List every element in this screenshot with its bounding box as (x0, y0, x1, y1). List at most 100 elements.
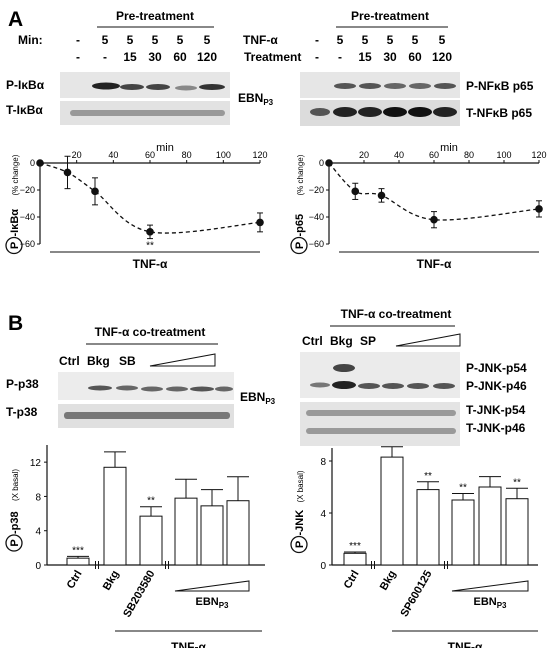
lane-value: 5 (177, 33, 184, 47)
significance-mark: *** (349, 541, 361, 552)
group-label-sub: P3 (219, 601, 229, 610)
y-axis-label: P -IκBα (% change) (5, 154, 23, 255)
bar (478, 486, 502, 566)
bar (226, 500, 250, 566)
x-axis-label: TNF-α (133, 257, 168, 271)
category-label: Bkg (101, 569, 122, 593)
treatment-value: 60 (173, 50, 187, 64)
bar (66, 557, 90, 566)
data-point (91, 187, 99, 196)
category-label: SP600125 (399, 569, 435, 620)
a-right-bands (310, 83, 457, 117)
b-right-blot-t (300, 402, 460, 446)
x-tick-label: 120 (531, 150, 546, 160)
treatment-value: - (76, 50, 80, 64)
y-tick-label: −20 (20, 185, 35, 195)
lane-value: 5 (337, 33, 344, 47)
a-left-chart: 20 40 60 80 100 120 0 −20 −40 −60 min ** P -IκBα (% ch… (5, 142, 268, 271)
phospho-letter: P (9, 539, 21, 546)
bar (343, 552, 367, 566)
fit-curve (328, 162, 540, 221)
a-left-min-label: Min: (18, 33, 43, 47)
significance-mark: ** (424, 471, 432, 482)
b-right-blot-p (300, 352, 460, 398)
x-unit-label: min (156, 142, 174, 154)
significance-mark: ** (146, 241, 154, 252)
y-tick-label: −40 (20, 212, 35, 222)
y-axis-label: P -p65 (% change) (290, 154, 308, 255)
category-label: Ctrl (65, 569, 85, 591)
bar (416, 489, 440, 566)
data-point (256, 218, 264, 227)
category-label: SB203580 (121, 569, 157, 620)
category-label: Bkg (378, 569, 399, 593)
dose-wedge (174, 580, 250, 592)
phospho-circle (290, 236, 308, 255)
phospho-letter: P (9, 242, 21, 249)
x-tick-label: 80 (182, 150, 192, 160)
treatment-value: 60 (408, 50, 422, 64)
y-axis-label: P -p38 (X basal) (5, 469, 23, 552)
y-tick-label: −40 (309, 212, 324, 222)
x-tick-label: 60 (145, 150, 155, 160)
y-tick-label: 12 (30, 458, 42, 469)
b-left-lane-bkg: Bkg (87, 354, 110, 368)
a-right-chart: 20 40 60 80 100 120 0 −20 −40 −60 min P -p65 (% chang… (290, 142, 547, 271)
a-right-lane-values: - 5 5 5 5 5 (315, 33, 446, 47)
treatment-value: 30 (148, 50, 162, 64)
dose-wedge (451, 580, 529, 592)
x-tick-label: 100 (496, 150, 511, 160)
x-tick-label: 40 (394, 150, 404, 160)
x-tick-label: 40 (108, 150, 118, 160)
b-right-lane-bkg: Bkg (330, 334, 353, 348)
b-right-bands (306, 364, 456, 434)
b-side-label: EBNP3 (240, 390, 276, 406)
group-label-text: EBN (473, 596, 496, 608)
b-left-dose-wedge (149, 353, 216, 367)
x-tick-label: 20 (359, 150, 369, 160)
a-treatment-label: Treatment (244, 50, 301, 64)
fit-curve (39, 162, 261, 234)
bar (139, 515, 163, 566)
b-left-chart: 0 4 8 12 *** Ctrl Bkg ** SB203580 EBNP3 TNF-α P -p38… (5, 445, 265, 648)
a-tnf-label: TNF-α (243, 33, 278, 47)
b-left-cotreatment: TNF-α co-treatment (95, 325, 206, 339)
y-tick-label: 4 (320, 509, 326, 520)
b-right-chart: 0 4 8 *** Ctrl Bkg ** SP600125 ** ** EBNP3 TNF-α P -J… (290, 446, 538, 648)
panel-a-label: A (8, 8, 23, 31)
y-label-text: -JNK (294, 510, 306, 536)
a-left-treatment-values: - - 15 30 60 120 (76, 50, 217, 64)
bar (505, 498, 529, 566)
y-tick-label: 8 (320, 457, 326, 468)
data-point (146, 228, 154, 236)
phospho-letter: P (294, 541, 306, 548)
a-side-label: EBNP3 (238, 91, 274, 107)
phospho-circle (5, 236, 23, 255)
data-point (430, 215, 438, 224)
lane-value: 5 (439, 33, 446, 47)
b-right-blot-label-t46: T-JNK-p46 (466, 421, 526, 435)
y-tick-label: 0 (319, 158, 324, 168)
treatment-value: 15 (358, 50, 372, 64)
bar (103, 466, 127, 566)
treatment-value: 120 (432, 50, 452, 64)
treatment-value: 30 (383, 50, 397, 64)
data-point (351, 187, 360, 196)
group-label: EBNP3 (195, 596, 229, 610)
a-right-blot-label-t: T-NFκB p65 (466, 106, 532, 120)
bar (380, 456, 404, 566)
treatment-value: 120 (197, 50, 217, 64)
y-label-text: -p65 (294, 214, 306, 237)
y-tick-label: 0 (320, 561, 326, 572)
group-label-text: EBN (195, 596, 218, 608)
a-left-pretreatment: Pre-treatment (116, 9, 194, 23)
bar (451, 499, 475, 566)
x-tick-label: 100 (216, 150, 231, 160)
b-left-lane-ctrl: Ctrl (59, 354, 80, 368)
group-label: EBNP3 (473, 596, 507, 610)
bar (174, 497, 198, 566)
b-left-blot-label-t: T-p38 (6, 405, 38, 419)
y-tick-label: −60 (309, 239, 324, 249)
lane-value: - (76, 33, 80, 47)
